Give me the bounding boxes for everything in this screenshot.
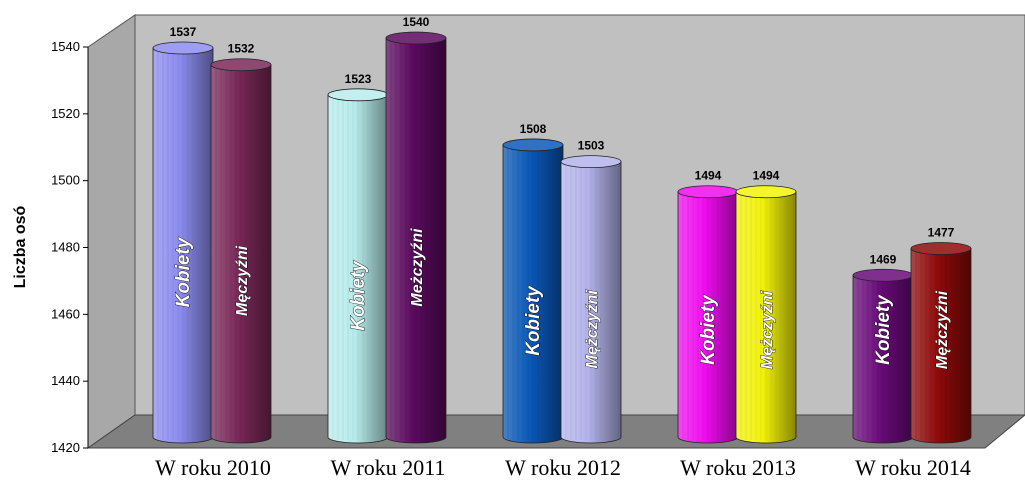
bar-top bbox=[385, 31, 447, 45]
bar-top bbox=[210, 58, 272, 72]
bar-mezczyzni-2: 1503 Mężczyźni bbox=[560, 139, 622, 444]
plot-side-wall bbox=[87, 14, 136, 449]
bar-kobiety-2: 1508 Kobiety bbox=[502, 122, 564, 444]
data-label: 1494 bbox=[695, 169, 722, 183]
bar-mezczyzni-4: 1477 Mężczyźni bbox=[910, 226, 972, 444]
x-category-label: W roku 2013 bbox=[680, 455, 796, 480]
bar-series-label: Kobiety bbox=[173, 236, 194, 307]
bar-series-label: Mężczyźni bbox=[934, 290, 951, 369]
y-tick-label: 1500 bbox=[51, 173, 80, 188]
bar-series-label: Kobiety bbox=[348, 260, 369, 331]
bar-mezczyzni-1: 1540 Meżczyźni bbox=[385, 15, 447, 444]
data-label: 1532 bbox=[228, 42, 255, 56]
bar-body bbox=[735, 191, 797, 444]
x-category-label: W roku 2012 bbox=[505, 455, 621, 480]
x-category-label: W roku 2011 bbox=[331, 455, 446, 480]
data-label: 1477 bbox=[928, 226, 955, 240]
y-tick-label: 1520 bbox=[51, 106, 80, 121]
data-label: 1494 bbox=[753, 169, 780, 183]
bar-top bbox=[852, 268, 914, 282]
bar-series-label: Męczyźni bbox=[234, 245, 251, 316]
bar-kobiety-0: 1537 Kobiety bbox=[152, 25, 214, 444]
data-label: 1469 bbox=[870, 252, 897, 266]
bar-top bbox=[910, 242, 972, 255]
bar-top bbox=[735, 185, 797, 199]
bar-top bbox=[327, 88, 389, 102]
bar-kobiety-4: 1469 Kobiety bbox=[852, 252, 914, 444]
bar-top bbox=[502, 138, 564, 152]
bar-body bbox=[385, 37, 447, 444]
bar-body bbox=[210, 64, 272, 444]
x-category-label: W roku 2010 bbox=[155, 455, 271, 480]
data-label: 1503 bbox=[578, 139, 605, 153]
y-tick-label: 1480 bbox=[51, 240, 80, 255]
bar-kobiety-3: 1494 Kobiety bbox=[677, 169, 739, 444]
bar-series-label: Kobiety bbox=[873, 294, 894, 365]
data-label: 1523 bbox=[345, 72, 372, 86]
y-tick-label: 1540 bbox=[51, 39, 80, 54]
y-tick-label: 1460 bbox=[51, 306, 80, 321]
bar-top bbox=[677, 185, 739, 199]
bar-body bbox=[910, 248, 972, 444]
y-axis-title: Liczba osó bbox=[12, 205, 29, 288]
data-label: 1537 bbox=[170, 25, 197, 39]
x-category-label: W roku 2014 bbox=[855, 455, 971, 480]
bar-top bbox=[560, 155, 622, 169]
bar-mezczyzni-3: 1494 Mężczyźni bbox=[735, 169, 797, 444]
bar-series-label: Meżczyźni bbox=[409, 228, 426, 307]
bar-series-label: Mężczyźni bbox=[584, 290, 601, 369]
data-label: 1540 bbox=[403, 15, 430, 29]
bar-body bbox=[560, 161, 622, 444]
y-tick-label: 1420 bbox=[51, 440, 80, 455]
bar-top bbox=[152, 41, 214, 55]
bar-series-label: Kobiety bbox=[698, 294, 719, 365]
bar-mezczyzni-0: 1532 Męczyźni bbox=[210, 42, 272, 444]
y-tick-label: 1440 bbox=[51, 373, 80, 388]
bar-kobiety-1: 1523 Kobiety bbox=[327, 72, 389, 444]
bar-series-label: Mężczyźni bbox=[759, 290, 776, 369]
bar-series-label: Kobiety bbox=[523, 285, 544, 356]
data-label: 1508 bbox=[520, 122, 547, 136]
